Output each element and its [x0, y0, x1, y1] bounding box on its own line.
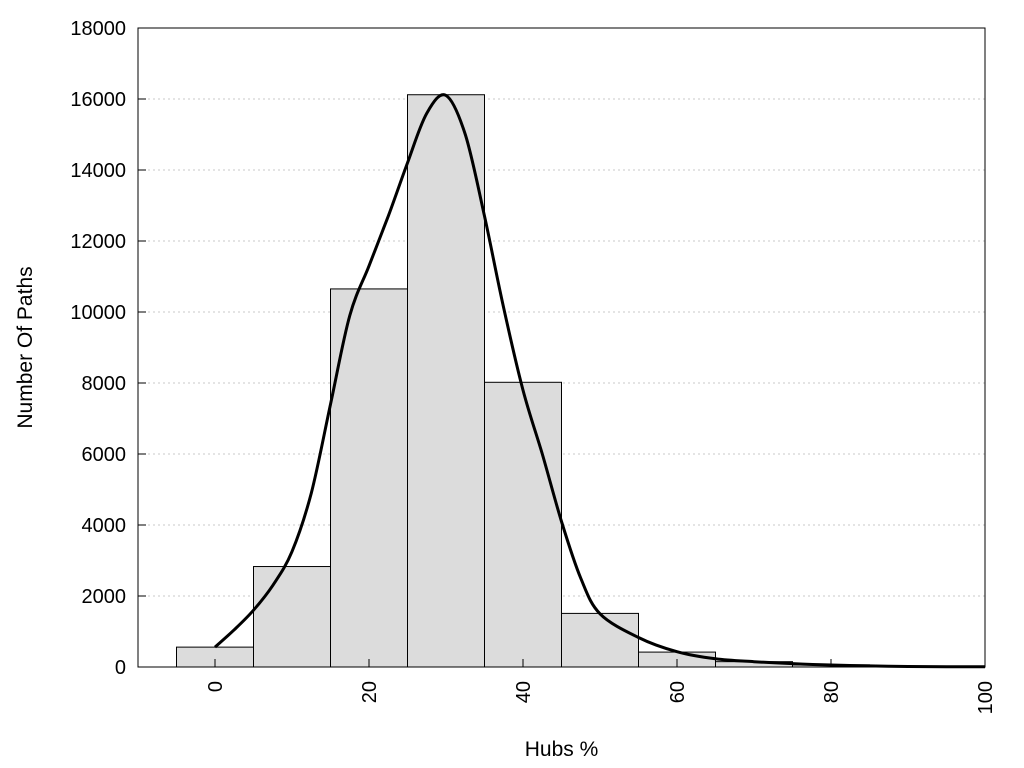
y-tick-label: 6000 — [82, 444, 127, 466]
y-axis-title: Number Of Paths — [14, 266, 37, 428]
histogram-bar — [253, 566, 331, 668]
x-tick-label: 60 — [667, 681, 689, 703]
gridlines — [138, 98, 985, 597]
y-tick-label: 2000 — [82, 586, 127, 608]
x-tick-label: 20 — [359, 681, 381, 703]
x-axis-title: Hubs % — [525, 738, 599, 761]
y-tick-label: 16000 — [70, 89, 126, 111]
density-curve — [213, 93, 986, 669]
x-axis-ticks: 0 20 40 60 80 100 — [205, 659, 997, 714]
x-tick-label: 0 — [205, 681, 227, 692]
y-tick-label: 8000 — [82, 373, 127, 395]
histogram-bar — [484, 381, 562, 668]
histogram-bar — [561, 612, 639, 668]
histogram-bars — [176, 94, 947, 668]
y-tick-label: 10000 — [70, 302, 126, 324]
y-tick-label: 0 — [115, 657, 126, 679]
x-tick-label: 80 — [821, 681, 843, 703]
y-axis-ticks: 0 2000 4000 6000 8000 10000 12000 14000 16000 180… — [70, 18, 146, 679]
x-tick-label: 40 — [513, 681, 535, 703]
x-tick-label: 100 — [975, 681, 997, 714]
y-tick-label: 18000 — [70, 18, 126, 40]
y-tick-label: 14000 — [70, 160, 126, 182]
histogram-bar — [407, 94, 485, 668]
y-tick-label: 12000 — [70, 231, 126, 253]
plot-frame — [137, 27, 986, 668]
y-tick-label: 4000 — [82, 515, 127, 537]
